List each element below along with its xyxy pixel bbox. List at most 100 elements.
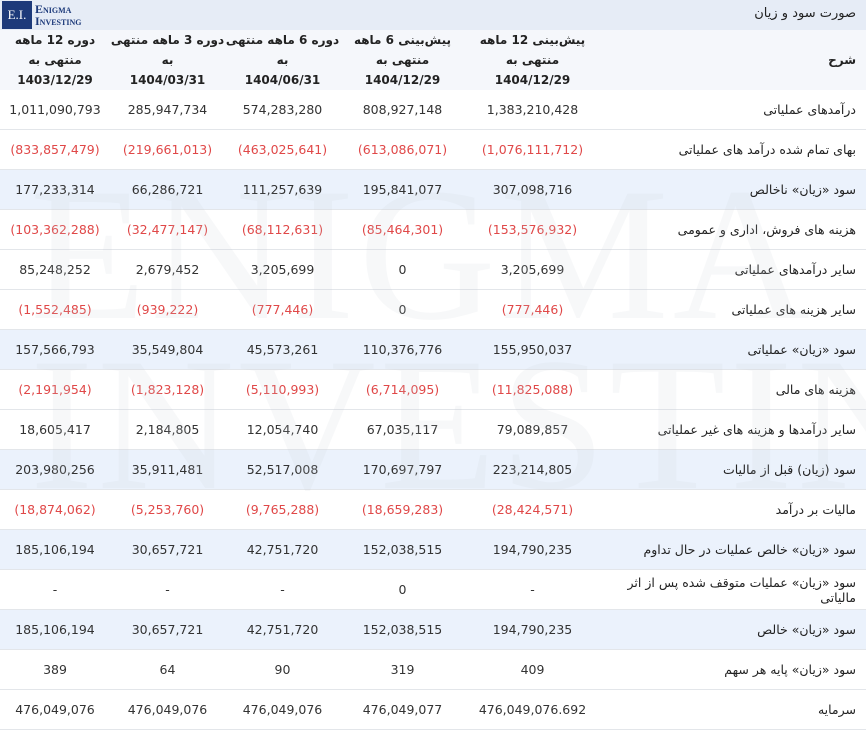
column-period-date: 1404/03/31 (129, 73, 206, 87)
table-row: سود (زیان) قبل از مالیات 223,214,805 170,6… (0, 449, 866, 490)
table-row: سود «زیان» خالص 194,790,235 152,038,515 42,… (0, 609, 866, 650)
table-row: سایر درآمدهای عملیاتی 3,205,699 0 3,205,699… (0, 249, 866, 290)
cell-value: (613,086,071) (340, 129, 465, 170)
column-header-period: دوره 3 ماهه منتهی به 1404/03/31 (110, 30, 225, 90)
cell-value: 808,927,148 (340, 90, 465, 130)
row-label: سود «زیان» عملیاتی (600, 329, 866, 370)
table-body: درآمدهای عملیاتی 1,383,210,428 808,927,148… (0, 90, 866, 730)
cell-value: 79,089,857 (465, 409, 600, 450)
cell-value: (5,253,760) (110, 489, 225, 530)
logo: E.I. Enigma Investing (2, 1, 81, 29)
column-header-period: دوره 12 ماهه منتهی به 1403/12/29 (0, 30, 110, 90)
cell-value: 3,205,699 (225, 249, 340, 290)
table-row: سود «زیان» خالص عملیات در حال تداوم 194,7… (0, 529, 866, 570)
row-label: سایر درآمدهای عملیاتی (600, 249, 866, 290)
cell-value: (85,464,301) (340, 209, 465, 250)
row-label: سود «زیان» عملیات متوقف شده پس از اثر ما… (600, 569, 866, 610)
row-label: سود «زیان» خالص (600, 609, 866, 650)
cell-value: 574,283,280 (225, 90, 340, 130)
table-row: سایر درآمدها و هزینه های غیر عملیاتی 79,0… (0, 409, 866, 450)
cell-value: (1,823,128) (110, 369, 225, 410)
cell-value: (153,576,932) (465, 209, 600, 250)
cell-value: (1,552,485) (0, 289, 110, 330)
title-bar: E.I. Enigma Investing صورت سود و زیان (0, 0, 866, 30)
cell-value: 2,679,452 (110, 249, 225, 290)
cell-value: 52,517,008 (225, 449, 340, 490)
column-period-label: دوره 12 ماهه منتهی به (14, 33, 96, 67)
column-header-period: پیش‌بینی 6 ماهه منتهی به 1404/12/29 (340, 30, 465, 90)
cell-value: 152,038,515 (340, 529, 465, 570)
row-label: سرمایه (600, 689, 866, 730)
cell-value: (18,874,062) (0, 489, 110, 530)
column-header-description: شرح (600, 30, 866, 90)
cell-value: (6,714,095) (340, 369, 465, 410)
cell-value: 155,950,037 (465, 329, 600, 370)
table-row: مالیات بر درآمد (28,424,571) (18,659,283)(… (0, 489, 866, 530)
cell-value: 476,049,076.692 (465, 689, 600, 730)
cell-value: 195,841,077 (340, 169, 465, 210)
cell-value: 110,376,776 (340, 329, 465, 370)
cell-value: (463,025,641) (225, 129, 340, 170)
cell-value: 90 (225, 649, 340, 690)
column-period-date: 1404/12/29 (364, 73, 441, 87)
cell-value: 30,657,721 (110, 609, 225, 650)
cell-value: 0 (340, 569, 465, 610)
cell-value: (219,661,013) (110, 129, 225, 170)
table-row: سایر هزینه های عملیاتی (777,446) 0 (777,446… (0, 289, 866, 330)
cell-value: 223,214,805 (465, 449, 600, 490)
table-row: هزینه های مالی (11,825,088) (6,714,095) (5,… (0, 369, 866, 410)
cell-value: (32,477,147) (110, 209, 225, 250)
table-row: هزینه های فروش، اداری و عمومی (153,576,93… (0, 209, 866, 250)
column-period-date: 1403/12/29 (17, 73, 93, 87)
logo-text: Enigma Investing (35, 3, 81, 27)
row-label: سود (زیان) قبل از مالیات (600, 449, 866, 490)
row-label: مالیات بر درآمد (600, 489, 866, 530)
cell-value: 185,106,194 (0, 609, 110, 650)
cell-value: (18,659,283) (340, 489, 465, 530)
cell-value: - (110, 569, 225, 610)
cell-value: 476,049,076 (0, 689, 110, 730)
cell-value: - (225, 569, 340, 610)
cell-value: 12,054,740 (225, 409, 340, 450)
cell-value: 177,233,314 (0, 169, 110, 210)
cell-value: 409 (465, 649, 600, 690)
cell-value: (939,222) (110, 289, 225, 330)
row-label: بهای تمام شده درآمد های عملیاتی (600, 129, 866, 170)
cell-value: 35,911,481 (110, 449, 225, 490)
cell-value: (68,112,631) (225, 209, 340, 250)
logo-line1: Enigma (35, 2, 72, 16)
cell-value: 389 (0, 649, 110, 690)
cell-value: 42,751,720 (225, 609, 340, 650)
column-period-label: دوره 3 ماهه منتهی به (110, 33, 225, 67)
cell-value: 42,751,720 (225, 529, 340, 570)
cell-value: 194,790,235 (465, 529, 600, 570)
cell-value: 307,098,716 (465, 169, 600, 210)
cell-value: 45,573,261 (225, 329, 340, 370)
cell-value: (833,857,479) (0, 129, 110, 170)
cell-value: (5,110,993) (225, 369, 340, 410)
cell-value: 194,790,235 (465, 609, 600, 650)
row-label: سود «زیان» خالص عملیات در حال تداوم (600, 529, 866, 570)
row-label: درآمدهای عملیاتی (600, 90, 866, 130)
column-header-period: دوره 6 ماهه منتهی به 1404/06/31 (225, 30, 340, 90)
cell-value: 476,049,076 (225, 689, 340, 730)
column-period-date: 1404/06/31 (244, 73, 321, 87)
cell-value: - (0, 569, 110, 610)
row-label: هزینه های مالی (600, 369, 866, 410)
cell-value: 18,605,417 (0, 409, 110, 450)
column-period-label: پیش‌بینی 12 ماهه منتهی به (479, 33, 586, 67)
cell-value: - (465, 569, 600, 610)
logo-mark: E.I. (2, 1, 32, 29)
cell-value: (777,446) (465, 289, 600, 330)
row-label: هزینه های فروش، اداری و عمومی (600, 209, 866, 250)
cell-value: 35,549,804 (110, 329, 225, 370)
table-row: سرمایه 476,049,076.692 476,049,077 476,049,… (0, 689, 866, 730)
cell-value: 476,049,076 (110, 689, 225, 730)
row-label: سایر هزینه های عملیاتی (600, 289, 866, 330)
cell-value: 0 (340, 289, 465, 330)
cell-value: 2,184,805 (110, 409, 225, 450)
income-statement-table: شرح پیش‌بینی 12 ماهه منتهی به 1404/12/29 پی… (0, 30, 866, 730)
cell-value: 476,049,077 (340, 689, 465, 730)
table-row: سود «زیان» عملیات متوقف شده پس از اثر ما… (0, 569, 866, 610)
cell-value: 185,106,194 (0, 529, 110, 570)
